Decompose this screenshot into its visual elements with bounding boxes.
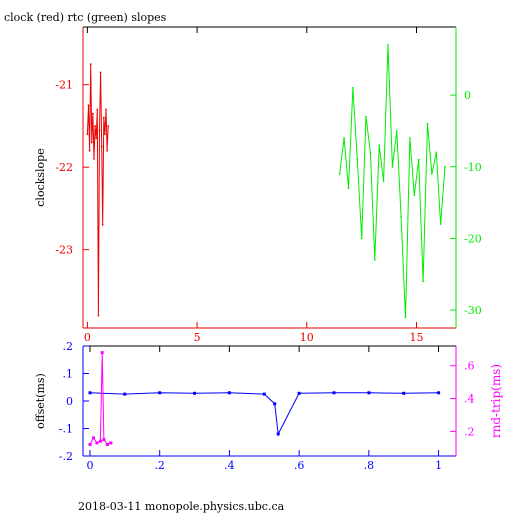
data-point-green: [369, 151, 372, 154]
data-point-red: [86, 133, 89, 136]
x-tick-label: 15: [410, 331, 424, 344]
data-point-green: [404, 316, 407, 319]
data-point-green: [417, 158, 420, 161]
y-right-tick-label: .6: [464, 360, 475, 373]
data-point-red: [99, 71, 102, 74]
data-point-green: [352, 87, 354, 89]
data-point-green: [356, 158, 359, 161]
data-point-green: [382, 180, 385, 183]
x-tick-label: .8: [364, 459, 375, 472]
data-point-green: [360, 237, 363, 240]
y-right-tick-label: .2: [464, 425, 475, 438]
data-point-green: [338, 173, 341, 175]
y-right-tick-label: -30: [464, 304, 482, 317]
data-point-green: [400, 216, 402, 218]
y-left-tick-label: -22: [55, 161, 73, 174]
data-point-red: [98, 129, 101, 132]
data-point-red: [96, 108, 99, 111]
x-tick-label: 10: [300, 331, 314, 344]
data-point-green: [391, 165, 394, 168]
x-tick-label: 5: [194, 331, 201, 344]
data-point-red: [94, 125, 96, 127]
data-point-red: [88, 149, 91, 152]
series-trace-blue: [89, 392, 439, 436]
series-line-green: [339, 44, 446, 318]
data-point-green: [395, 130, 398, 132]
y-right-tick-label: .4: [464, 393, 475, 406]
y-right-tick-label: -10: [464, 161, 482, 174]
y-right-tick-label: -20: [464, 232, 482, 245]
y-left-tick-label: -.1: [59, 423, 73, 436]
y2-axis-label: rnd-trip(ms): [489, 364, 503, 438]
data-point-green: [387, 44, 389, 46]
data-point-green: [365, 115, 367, 118]
y-axis-label: clockslope: [34, 148, 47, 206]
data-point-green: [439, 223, 442, 226]
y-left-tick-label: -.2: [59, 450, 73, 463]
data-point-green: [347, 187, 350, 190]
data-point-red: [93, 158, 95, 160]
data-point-green: [378, 144, 381, 147]
data-point-red: [102, 116, 105, 119]
x-tick-label: .2: [154, 459, 165, 472]
data-point-red: [100, 145, 103, 148]
data-point-red: [97, 314, 100, 317]
data-point-green: [431, 173, 433, 175]
y-left-tick-label: 0: [66, 395, 73, 408]
data-point-red: [106, 149, 108, 152]
data-point-green: [426, 122, 429, 125]
y-left-tick-label: -23: [55, 244, 73, 257]
chart-title: clock (red) rtc (green) slopes: [4, 11, 167, 24]
data-point-red: [105, 108, 107, 111]
data-point-red: [87, 104, 90, 107]
x-tick-label: 0: [86, 459, 93, 472]
x-tick-label: .6: [294, 459, 305, 472]
x-tick-label: .4: [224, 459, 235, 472]
x-tick-label: 0: [84, 331, 91, 344]
data-point-red: [89, 63, 92, 65]
data-point-green: [413, 194, 416, 197]
data-point-red: [101, 224, 104, 226]
data-point-green: [435, 151, 438, 154]
series-trace-magenta: [89, 352, 112, 446]
data-point-red: [95, 137, 98, 140]
series-line-red: [86, 64, 109, 316]
data-point-red: [92, 112, 94, 115]
data-point-red: [104, 133, 106, 136]
y-left-tick-label: -21: [55, 79, 73, 92]
data-point-green: [422, 280, 424, 283]
data-point-green: [444, 165, 446, 168]
x-tick-label: 1: [435, 459, 442, 472]
data-point-green: [373, 259, 376, 261]
data-point-red: [107, 125, 110, 127]
y-right-tick-label: 0: [464, 89, 471, 102]
data-point-green: [343, 137, 345, 140]
y-left-tick-label: .2: [63, 340, 74, 353]
y-left-tick-label: .1: [63, 368, 74, 381]
data-point-red: [90, 141, 93, 144]
footer-caption: 2018-03-11 monopole.physics.ubc.ca: [78, 500, 285, 513]
data-point-green: [409, 137, 411, 140]
y-axis-label: offset(ms): [34, 373, 47, 429]
